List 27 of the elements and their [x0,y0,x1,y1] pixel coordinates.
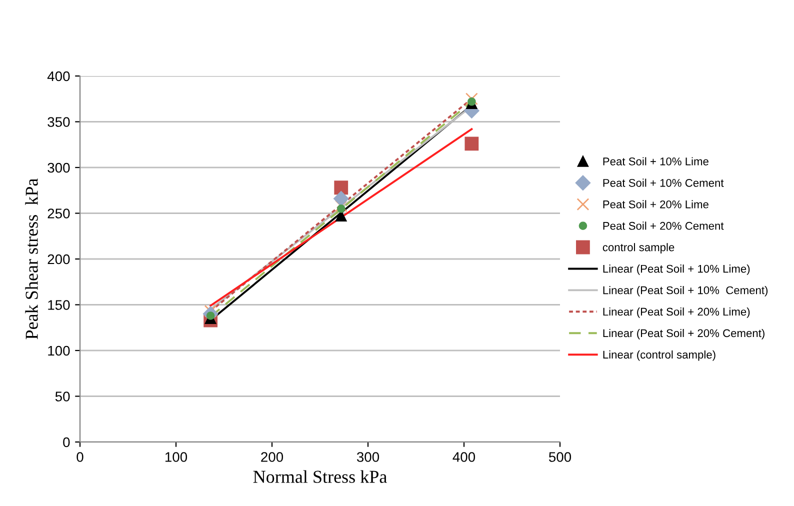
y-tick-label: 50 [55,392,70,402]
y-tick-label: 400 [47,71,70,82]
legend-label: Linear (Peat Soil + 10% Cement) [603,286,768,296]
x-axis-title: Normal Stress kPa [253,470,387,483]
legend-label: Linear (control sample) [603,350,716,361]
legend-label: Peat Soil + 20% Cement [603,222,724,230]
legend-label: Linear (Peat Soil + 20% Lime) [603,307,750,318]
y-tick-label: 150 [48,300,70,310]
y-tick-label: 200 [48,254,70,264]
legend-label: Peat Soil + 10% Cement [603,178,724,187]
x-tick-label: 300 [356,452,380,462]
legend-label: control sample [602,243,674,254]
y-tick-label: 300 [48,162,70,173]
legend-label: Linear (Peat Soil + 10% Lime) [603,264,750,275]
y-tick-label: 100 [48,346,70,356]
legend-label: Peat Soil + 20% Lime [603,200,708,208]
y-tick-label: 0 [63,437,70,448]
x-tick-label: 100 [165,452,188,462]
x-tick-label: 200 [261,452,284,462]
x-tick-label: 400 [452,452,476,462]
y-tick-label: 250 [48,208,70,218]
x-tick-label: 0 [76,452,84,462]
x-tick-label: 500 [548,452,572,462]
legend-label: Linear (Peat Soil + 20% Cement) [603,328,764,340]
y-tick-label: 350 [48,117,70,127]
legend-label: Peat Soil + 10% Lime [603,157,708,166]
y-axis-title: Peak Shear stress kPa [25,178,38,340]
